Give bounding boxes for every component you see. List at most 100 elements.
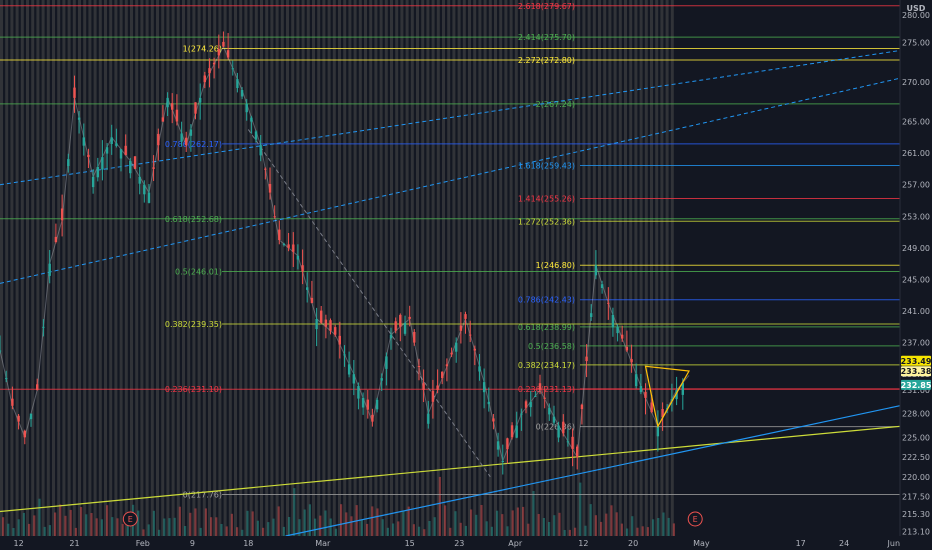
session-band: [182, 0, 185, 536]
session-band: [228, 0, 232, 536]
x-tick-label: May: [693, 539, 710, 548]
session-band: [26, 0, 29, 536]
earnings-marker[interactable]: E: [687, 511, 703, 527]
session-band: [457, 0, 461, 536]
session-band: [78, 0, 81, 536]
session-band: [660, 0, 664, 536]
volume-bar: [137, 510, 140, 536]
session-band: [384, 0, 388, 536]
candle-body: [450, 352, 453, 355]
time-axis[interactable]: 12 21 Feb 9 18 Mar 15 23 Apr 12 20 May 17 24 Jun: [0, 536, 932, 550]
candle-body: [29, 413, 33, 420]
session-band: [634, 0, 638, 536]
session-band: [46, 0, 50, 536]
volume-bar: [371, 506, 374, 536]
session-band: [348, 0, 352, 536]
volume-bar: [636, 527, 639, 536]
session-band: [244, 0, 248, 536]
x-tick-label: Jun: [887, 539, 901, 548]
volume-bar: [95, 518, 98, 536]
volume-bar: [225, 526, 228, 536]
level-label: 0.786(262.17): [165, 140, 222, 149]
candle-body: [194, 102, 197, 114]
candle-body: [552, 416, 556, 423]
session-band: [260, 0, 263, 536]
candle-body: [73, 87, 76, 98]
x-tick-label: 20: [628, 539, 638, 548]
candle-body: [324, 319, 328, 327]
volume-bar: [574, 527, 577, 536]
candle-body: [469, 334, 472, 336]
x-tick-label: 12: [14, 539, 24, 548]
volume-bar: [470, 509, 473, 536]
candle-body: [87, 154, 90, 158]
candle-body: [166, 97, 169, 108]
session-band: [598, 0, 601, 536]
candle-body: [482, 382, 486, 393]
volume-bar: [272, 518, 275, 536]
session-band: [442, 0, 445, 536]
earnings-marker[interactable]: E: [122, 511, 138, 527]
volume-bar: [22, 512, 25, 536]
volume-bar: [147, 524, 150, 536]
volume-bar: [345, 512, 348, 536]
volume-bar: [620, 523, 623, 536]
candle-body: [607, 302, 610, 304]
candle-body: [157, 133, 160, 146]
x-tick-label: 17: [796, 539, 806, 548]
session-band: [416, 0, 419, 536]
y-tick-label: 228.00: [902, 410, 930, 419]
volume-bar: [553, 515, 556, 536]
volume-bar: [579, 482, 582, 536]
session-band: [88, 0, 92, 536]
price-axis[interactable]: 213.10 215.30 217.50 220.00 222.50 225.00 228.…: [899, 0, 932, 536]
candle-body: [506, 438, 509, 450]
volume-bar: [210, 517, 213, 536]
session-band: [618, 0, 622, 536]
session-band: [644, 0, 648, 536]
volume-bar: [511, 510, 514, 536]
candle-body: [455, 342, 458, 352]
session-band: [488, 0, 492, 536]
candle-body: [670, 399, 674, 401]
session-band: [275, 0, 279, 536]
session-band: [15, 0, 19, 536]
x-tick-label: 23: [454, 539, 464, 548]
session-band: [572, 0, 575, 536]
volume-bar: [215, 517, 218, 536]
candle-body: [254, 131, 258, 140]
candle-body: [226, 50, 230, 58]
volume-bar: [532, 491, 535, 536]
volume-bar: [605, 513, 608, 536]
candle-body: [661, 409, 664, 418]
volume-bar: [594, 515, 597, 536]
session-band: [265, 0, 269, 536]
volume-bar: [319, 515, 322, 536]
volume-bar: [152, 510, 155, 536]
y-tick-label: 225.00: [902, 433, 930, 442]
candle-body: [417, 366, 421, 367]
session-band: [249, 0, 253, 536]
candle-body: [347, 364, 351, 375]
candle-body: [625, 346, 629, 351]
level-label: 0.382(234.17): [518, 361, 575, 370]
candle-body: [501, 461, 504, 462]
level-label: 2.272(272.80): [518, 56, 575, 65]
session-band: [223, 0, 227, 536]
volume-bar: [246, 510, 249, 536]
session-band: [176, 0, 180, 536]
volume-bar: [360, 519, 363, 536]
candle-body: [413, 332, 416, 343]
candle-body: [436, 385, 439, 390]
candle-body: [571, 436, 574, 450]
session-band: [317, 0, 321, 536]
session-band: [665, 0, 669, 536]
candle-body: [639, 386, 643, 393]
y-tick-label: 215.30: [902, 510, 930, 519]
volume-bar: [324, 510, 327, 536]
volume-bar: [340, 504, 343, 536]
session-band: [192, 0, 196, 536]
volume-bar: [329, 518, 332, 536]
